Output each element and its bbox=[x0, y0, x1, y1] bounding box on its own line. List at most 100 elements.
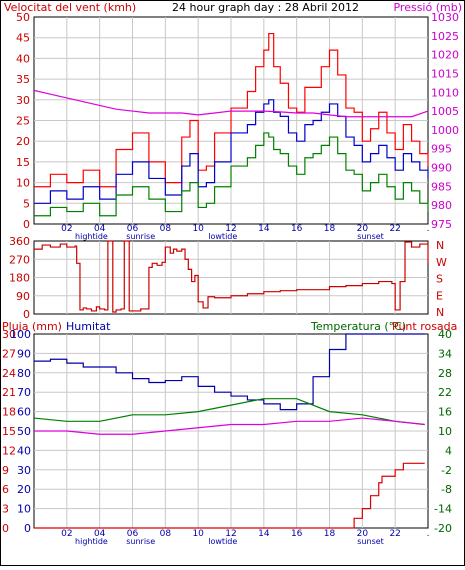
rain-y-tick: 21 bbox=[2, 386, 16, 399]
humidity-y-tick: 40 bbox=[17, 444, 31, 457]
humidity-x-sublabel: sunrise bbox=[126, 537, 155, 546]
rain-y-tick: 18 bbox=[2, 406, 16, 419]
humidity-x-sublabel: lowtide bbox=[208, 537, 237, 546]
humidity-x-tick: 04 bbox=[94, 529, 106, 539]
direction-y-tick: 0 bbox=[23, 308, 30, 321]
direction-y-tick: 180 bbox=[9, 272, 30, 285]
wind-x-tick: 08 bbox=[160, 224, 172, 234]
wind-y-tick: 45 bbox=[16, 32, 30, 45]
compass-label: N bbox=[436, 239, 444, 252]
graph-title: 24 hour graph day : 28 Abril 2012 bbox=[172, 1, 359, 14]
rain-axis-label: Pluja (mm) bbox=[2, 320, 62, 333]
wind-x-tick: 18 bbox=[324, 224, 336, 234]
humidity-x-tick: 12 bbox=[225, 529, 236, 539]
humidity-y-tick: 50 bbox=[17, 425, 31, 438]
compass-label: E bbox=[436, 289, 443, 302]
pressure-y-tick: 990 bbox=[431, 162, 452, 175]
wind-x-sublabel: sunset bbox=[357, 232, 384, 241]
dewpoint-axis-label: Punt rosada bbox=[392, 320, 457, 333]
humidity-x-tick: 08 bbox=[160, 529, 172, 539]
humidity-y-tick: 80 bbox=[17, 367, 31, 380]
humidity-y-tick: 70 bbox=[17, 386, 31, 399]
wind-x-tick: . bbox=[427, 224, 430, 234]
wind-label: Velocitat del vent (kmh) bbox=[4, 1, 136, 14]
temperature-axis-label: Temperatura (°C) bbox=[310, 320, 406, 333]
rain-y-tick: 3 bbox=[2, 503, 9, 516]
humidity-x-tick: 10 bbox=[192, 529, 204, 539]
pressure-label: Pressió (mb) bbox=[393, 1, 462, 14]
humidity-axis-label: Humitat bbox=[66, 320, 111, 333]
humidity-x-tick: 18 bbox=[324, 529, 336, 539]
wind-x-tick: 12 bbox=[225, 224, 236, 234]
pressure-y-tick: 1015 bbox=[431, 67, 459, 80]
temperature-y-tick: 40 bbox=[438, 328, 452, 341]
pressure-y-tick: 1005 bbox=[431, 105, 459, 118]
wind-x-tick: 02 bbox=[61, 224, 72, 234]
humidity-y-tick: 20 bbox=[17, 483, 31, 496]
wind-x-tick: 10 bbox=[192, 224, 204, 234]
temperature-y-tick: 10 bbox=[438, 425, 452, 438]
rain-y-tick: 27 bbox=[2, 347, 16, 360]
wind-x-tick: 16 bbox=[291, 224, 303, 234]
rain-y-tick: 0 bbox=[2, 522, 9, 535]
wind-x-tick: 06 bbox=[127, 224, 139, 234]
pressure-y-tick: 1010 bbox=[431, 86, 459, 99]
temperature-line bbox=[33, 398, 425, 426]
temperature-y-tick: 34 bbox=[438, 347, 452, 360]
wind-x-sublabel: hightide bbox=[75, 232, 108, 241]
temperature-y-tick: 16 bbox=[438, 406, 452, 419]
humidity-line bbox=[34, 333, 425, 411]
humidity-x-tick: 16 bbox=[291, 529, 303, 539]
humidity-x-tick: . bbox=[427, 529, 430, 539]
rain-y-tick: 6 bbox=[2, 483, 9, 496]
pressure-y-tick: 1020 bbox=[431, 49, 459, 62]
rain-y-tick: 12 bbox=[2, 444, 16, 457]
wind-y-tick: 40 bbox=[16, 52, 30, 65]
wind-x-tick: 20 bbox=[357, 224, 369, 234]
pressure-y-tick: 985 bbox=[431, 180, 452, 193]
pressure-y-tick: 1025 bbox=[431, 30, 459, 43]
temperature-y-tick: 28 bbox=[438, 367, 452, 380]
humidity-x-tick: 20 bbox=[357, 529, 369, 539]
pressure-y-tick: 1030 bbox=[431, 11, 459, 24]
wind-y-tick: 35 bbox=[16, 73, 30, 86]
temperature-y-tick: -20 bbox=[434, 522, 452, 535]
wind-min-line bbox=[34, 132, 429, 217]
direction-y-tick: 90 bbox=[16, 290, 30, 303]
direction-y-tick: 270 bbox=[9, 253, 30, 266]
pressure-y-tick: 980 bbox=[431, 199, 452, 212]
grid-layer bbox=[34, 17, 428, 528]
temperature-y-tick: -14 bbox=[434, 503, 452, 516]
wind-avg-line bbox=[34, 99, 429, 204]
pressure-line bbox=[33, 89, 429, 118]
direction-y-tick: 360 bbox=[9, 235, 30, 248]
temperature-y-tick: 4 bbox=[445, 444, 452, 457]
wind-y-tick: 5 bbox=[23, 197, 30, 210]
humidity-y-tick: 90 bbox=[17, 347, 31, 360]
wind-max-line bbox=[34, 32, 429, 188]
wind-x-sublabel: sunrise bbox=[126, 232, 155, 241]
compass-label: N bbox=[436, 306, 444, 319]
temperature-y-tick: -8 bbox=[441, 483, 452, 496]
pressure-y-tick: 975 bbox=[431, 218, 452, 231]
series-layer bbox=[33, 32, 429, 529]
humidity-y-tick: 60 bbox=[17, 406, 31, 419]
wind-y-tick: 0 bbox=[23, 218, 30, 231]
wind-y-tick: 10 bbox=[16, 177, 30, 190]
wind-x-tick: 22 bbox=[389, 224, 400, 234]
temperature-y-tick: 22 bbox=[438, 386, 452, 399]
humidity-x-tick: 02 bbox=[61, 529, 72, 539]
wind-y-tick: 20 bbox=[16, 135, 30, 148]
humidity-x-tick: 06 bbox=[127, 529, 139, 539]
tick-label-layer: 0510152025303540455097598098599099510001… bbox=[2, 11, 459, 546]
wind-x-sublabel: lowtide bbox=[208, 232, 237, 241]
wind-y-tick: 30 bbox=[16, 94, 30, 107]
humidity-x-sublabel: sunset bbox=[357, 537, 384, 546]
humidity-x-tick: 14 bbox=[258, 529, 270, 539]
wind-x-tick: 14 bbox=[258, 224, 270, 234]
humidity-y-tick: 100 bbox=[10, 328, 31, 341]
wind-y-tick: 50 bbox=[16, 11, 30, 24]
humidity-y-tick: 30 bbox=[17, 464, 31, 477]
